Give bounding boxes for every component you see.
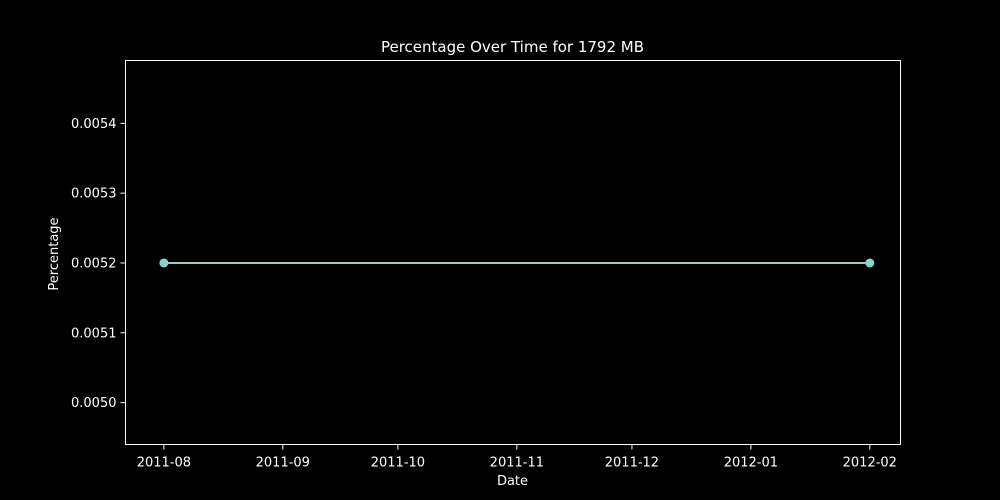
x-tick-label: 2011-10: [371, 456, 425, 471]
x-tick-label: 2011-08: [137, 456, 191, 471]
x-tick-label: 2011-11: [490, 456, 544, 471]
chart-title: Percentage Over Time for 1792 MB: [381, 38, 644, 56]
y-axis-label: Percentage: [47, 217, 62, 290]
x-tick-label: 2011-12: [605, 456, 659, 471]
x-tick-label: 2012-01: [724, 456, 778, 471]
y-tick-label: 0.0053: [71, 187, 117, 202]
y-axis-ticks: 0.0050 0.0051 0.0052 0.0053 0.0054: [71, 117, 126, 411]
y-tick-label: 0.0052: [71, 256, 117, 271]
y-tick-label: 0.0050: [71, 396, 117, 411]
x-axis-label: Date: [497, 474, 528, 489]
x-tick-label: 2012-02: [843, 456, 897, 471]
x-tick-label: 2011-09: [256, 456, 310, 471]
x-axis-ticks: 2011-08 2011-09 2011-10 2011-11 2011-12 2012-…: [137, 444, 897, 471]
y-tick-label: 0.0051: [71, 326, 117, 341]
data-point: [159, 258, 169, 268]
series-layer: [159, 258, 875, 268]
data-point: [865, 258, 875, 268]
plot-frame: [125, 60, 901, 445]
y-tick-label: 0.0054: [71, 117, 117, 132]
